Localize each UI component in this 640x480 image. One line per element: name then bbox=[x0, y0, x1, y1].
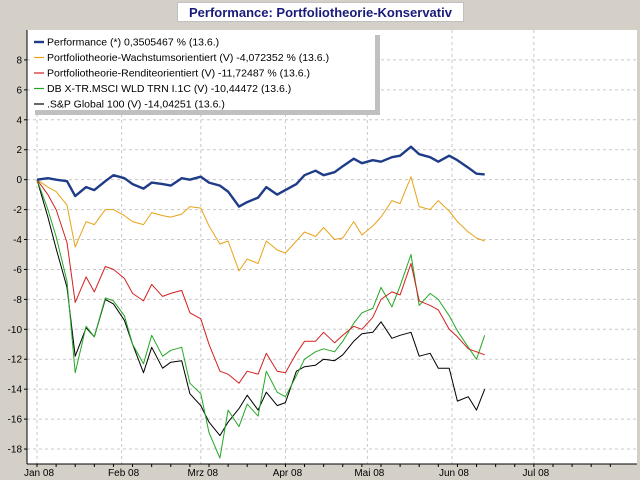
series-line-3 bbox=[36, 179, 486, 459]
y-tick-label: -4 bbox=[13, 235, 22, 246]
x-tick-label: Jul 08 bbox=[523, 468, 550, 479]
y-tick-label: -2 bbox=[13, 205, 22, 216]
x-axis-ticks: Jan 08 Feb 08 Mrz 08 Apr 08 Mai 08 Jun 08 Jul … bbox=[24, 464, 611, 479]
y-tick-label: 8 bbox=[16, 55, 22, 66]
chart-title: Performance: Portfoliotheorie-Konservati… bbox=[189, 5, 452, 20]
x-tick-label: Feb 08 bbox=[108, 468, 140, 479]
x-tick-label: Apr 08 bbox=[273, 468, 303, 479]
y-tick-label: -8 bbox=[13, 295, 22, 306]
x-tick-label: Jun 08 bbox=[439, 468, 469, 479]
y-tick-label: 4 bbox=[16, 115, 22, 126]
y-tick-label: -6 bbox=[13, 265, 22, 276]
legend-label: DB X-TR.MSCI WLD TRN I.1C (V) -10,44472 … bbox=[47, 83, 291, 95]
y-tick-label: -18 bbox=[8, 445, 23, 456]
x-tick-label: Mrz 08 bbox=[188, 468, 219, 479]
series-line-2 bbox=[36, 179, 485, 384]
legend-box bbox=[30, 30, 375, 110]
series-line-4 bbox=[36, 179, 486, 437]
axes bbox=[26, 30, 637, 465]
y-tick-label: 2 bbox=[16, 145, 22, 156]
legend-label: Portfoliotheorie-Wachstumsorientiert (V)… bbox=[47, 52, 329, 64]
series-lines bbox=[36, 145, 486, 459]
series-line-0 bbox=[36, 145, 485, 208]
y-tick-label: 6 bbox=[16, 85, 22, 96]
y-tick-label: -10 bbox=[8, 325, 23, 336]
legend: Performance (*) 0,3505467 % (13.6.) Portf… bbox=[30, 30, 380, 115]
legend-label: Performance (*) 0,3505467 % (13.6.) bbox=[47, 37, 219, 49]
legend-label: .S&P Global 100 (V) -14,04251 (13.6.) bbox=[47, 99, 225, 111]
x-tick-label: Mai 08 bbox=[354, 468, 384, 479]
legend-label: Portfoliotheorie-Renditeorientiert (V) -… bbox=[47, 68, 310, 80]
series-line-1 bbox=[36, 176, 485, 272]
y-axis-ticks: 8 6 4 2 0 -2 -4 -6 -8 -10 -12 -14 -16 -18 bbox=[8, 55, 27, 456]
y-tick-label: -16 bbox=[8, 415, 23, 426]
y-tick-label: 0 bbox=[16, 175, 22, 186]
x-tick-label: Jan 08 bbox=[24, 468, 54, 479]
y-tick-label: -14 bbox=[8, 385, 23, 396]
chart-title-box: Performance: Portfoliotheorie-Konservati… bbox=[177, 2, 464, 22]
y-tick-label: -12 bbox=[8, 355, 23, 366]
